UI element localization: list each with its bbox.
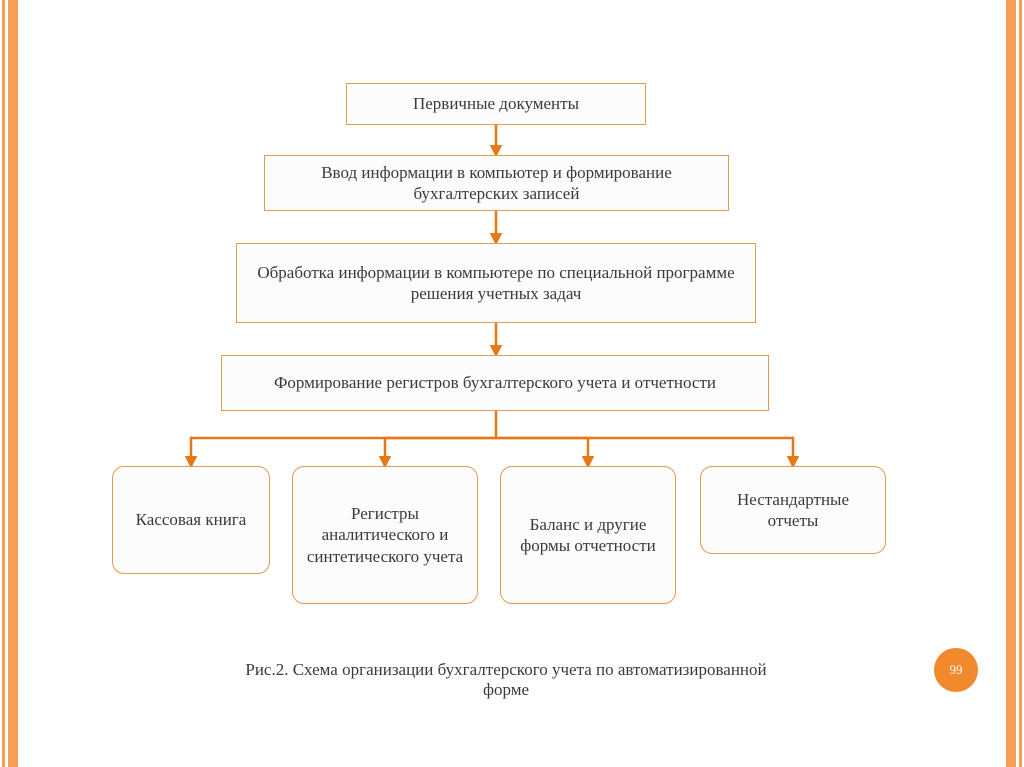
node-balance-reports: Баланс и другие формы отчетности <box>500 466 676 604</box>
node-label: Баланс и другие формы отчетности <box>511 514 665 557</box>
node-label: Формирование регистров бухгалтерского уч… <box>274 372 716 393</box>
node-label: Регистры аналитического и синтетического… <box>303 503 467 567</box>
caption-text: Рис.2. Схема организации бухгалтерского … <box>245 660 766 699</box>
node-registers-formation: Формирование регистров бухгалтерского уч… <box>221 355 769 411</box>
page-number-badge: 99 <box>934 648 978 692</box>
node-primary-docs: Первичные документы <box>346 83 646 125</box>
node-label: Обработка информации в компьютере по спе… <box>247 262 745 305</box>
figure-caption: Рис.2. Схема организации бухгалтерского … <box>236 660 776 700</box>
node-label: Кассовая книга <box>136 509 247 530</box>
node-label: Ввод информации в компьютер и формирован… <box>275 162 718 205</box>
node-label: Нестандартные отчеты <box>711 489 875 532</box>
node-input-info: Ввод информации в компьютер и формирован… <box>264 155 729 211</box>
node-analytic-registers: Регистры аналитического и синтетического… <box>292 466 478 604</box>
page-number: 99 <box>950 662 963 678</box>
node-nonstandard-reports: Нестандартные отчеты <box>700 466 886 554</box>
slide-frame-right <box>1004 0 1024 767</box>
node-label: Первичные документы <box>413 93 579 114</box>
slide-frame-left <box>0 0 20 767</box>
node-processing: Обработка информации в компьютере по спе… <box>236 243 756 323</box>
node-cash-book: Кассовая книга <box>112 466 270 574</box>
slide-canvas: Первичные документы Ввод информации в ко… <box>20 0 1004 767</box>
